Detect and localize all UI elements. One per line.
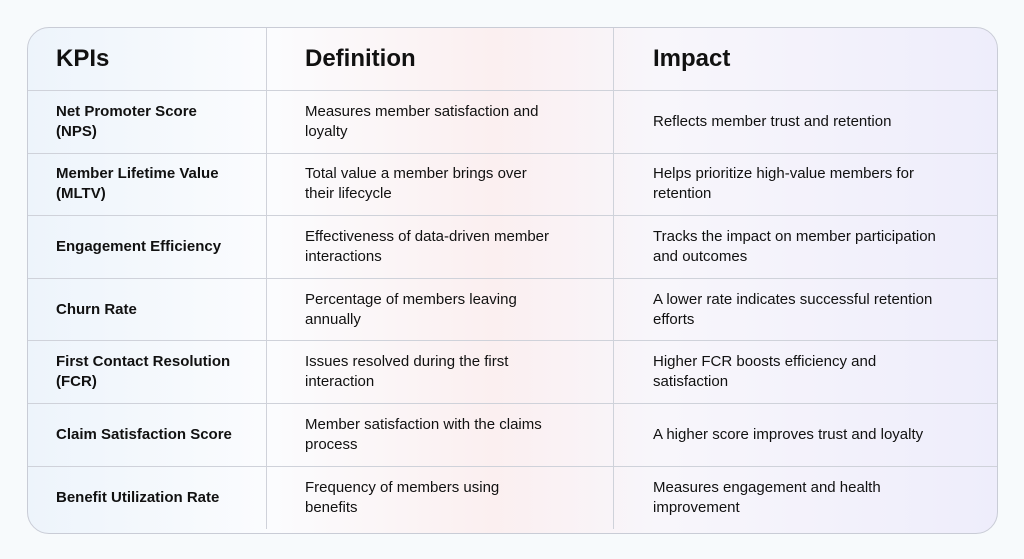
definition-cell: Effectiveness of data-driven member inte…: [266, 216, 613, 278]
definition-cell-text: Member satisfaction with the claims proc…: [305, 415, 542, 453]
impact-cell: Helps prioritize high-value members for …: [613, 153, 997, 216]
definition-cell-text: Total value a member brings over their l…: [305, 165, 527, 203]
definition-cell: Member satisfaction with the claims proc…: [266, 403, 613, 466]
table-row: Benefit Utilization Rate Frequency of mem…: [28, 466, 997, 530]
definition-cell-text: Effectiveness of data-driven member inte…: [305, 227, 550, 265]
table-row: Claim Satisfaction Score Member satisfact…: [28, 403, 997, 467]
header-definition: Definition: [266, 28, 613, 90]
definition-cell-text: Percentage of members leaving annually: [305, 290, 517, 328]
table-row: Member Lifetime Value (MLTV) Total value …: [28, 153, 997, 217]
kpi-cell-text: Churn Rate: [56, 300, 137, 318]
kpi-cell: First Contact Resolution (FCR): [28, 341, 266, 403]
header-impact: Impact: [613, 28, 997, 90]
kpi-cell-text: Net Promoter Score (NPS): [56, 102, 197, 140]
impact-cell: Higher FCR boosts efficiency and satisfa…: [613, 341, 997, 403]
kpi-cell: Net Promoter Score (NPS): [28, 91, 266, 153]
definition-cell: Frequency of members using benefits: [266, 466, 613, 530]
impact-cell: Reflects member trust and retention: [613, 91, 997, 153]
definition-cell-text: Issues resolved during the first interac…: [305, 353, 509, 391]
impact-cell-text: Helps prioritize high-value members for …: [653, 165, 914, 203]
definition-cell-text: Frequency of members using benefits: [305, 478, 500, 516]
table-row: Net Promoter Score (NPS) Measures member …: [28, 91, 997, 154]
kpi-cell: Churn Rate: [28, 279, 266, 341]
table-header-row: KPIs Definition Impact: [28, 28, 997, 91]
impact-cell: A higher score improves trust and loyalt…: [613, 403, 997, 466]
kpi-cell-text: First Contact Resolution (FCR): [56, 353, 231, 391]
impact-cell-text: A lower rate indicates successful retent…: [653, 290, 933, 328]
kpi-cell: Benefit Utilization Rate: [28, 467, 266, 530]
definition-cell: Percentage of members leaving annually: [266, 278, 613, 341]
impact-cell-text: Higher FCR boosts efficiency and satisfa…: [653, 353, 877, 391]
impact-cell: A lower rate indicates successful retent…: [613, 278, 997, 341]
impact-cell: Measures engagement and health improveme…: [613, 466, 997, 530]
definition-cell: Issues resolved during the first interac…: [266, 341, 613, 403]
definition-cell: Total value a member brings over their l…: [266, 153, 613, 216]
table-row: First Contact Resolution (FCR) Issues res…: [28, 341, 997, 404]
kpi-cell-text: Benefit Utilization Rate: [56, 488, 220, 506]
impact-cell: Tracks the impact on member participatio…: [613, 216, 997, 278]
kpi-cell-text: Member Lifetime Value (MLTV): [56, 165, 219, 203]
header-kpis: KPIs: [56, 45, 110, 72]
kpi-cell: Member Lifetime Value (MLTV): [28, 154, 266, 216]
definition-cell-text: Measures member satisfaction and loyalty: [305, 102, 539, 140]
kpi-cell: Engagement Efficiency: [28, 216, 266, 278]
definition-cell: Measures member satisfaction and loyalty: [266, 91, 613, 153]
table-row: Engagement Efficiency Effectiveness of da…: [28, 216, 997, 279]
table-row: Churn Rate Percentage of members leaving …: [28, 278, 997, 342]
impact-cell-text: Reflects member trust and retention: [653, 112, 892, 130]
kpi-table: KPIs Definition Impact Net Promoter Scor…: [27, 27, 998, 534]
kpi-cell-text: Claim Satisfaction Score: [56, 425, 232, 443]
kpi-cell: Claim Satisfaction Score: [28, 404, 266, 466]
kpi-cell-text: Engagement Efficiency: [56, 237, 222, 255]
impact-cell-text: A higher score improves trust and loyalt…: [653, 425, 924, 443]
impact-cell-text: Measures engagement and health improveme…: [653, 478, 881, 516]
impact-cell-text: Tracks the impact on member participatio…: [653, 227, 936, 265]
